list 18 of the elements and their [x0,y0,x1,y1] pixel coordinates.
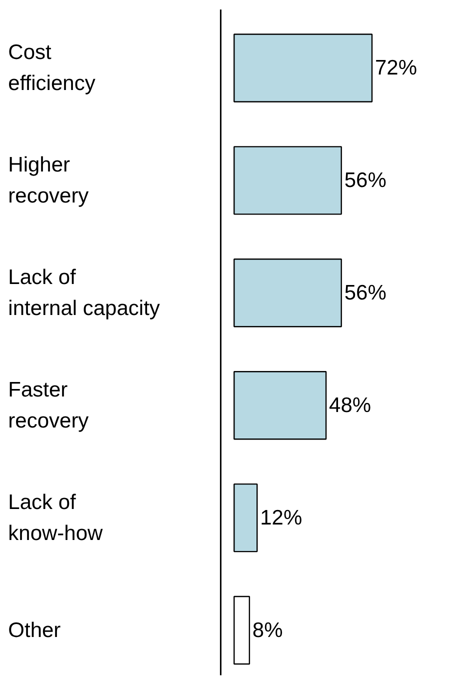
bar [234,146,342,215]
data-label: 72% [374,56,418,80]
y-tick-label: Other [8,618,61,642]
y-tick-label: Cost efficiency [8,40,96,95]
data-label: 48% [329,394,372,417]
data-label: 56% [344,168,386,192]
y-tick-label: Lack of internal capacity [8,266,160,320]
bar [234,483,258,552]
bar [234,596,250,665]
y-tick-label: Lack of know-how [8,490,104,545]
y-tick-label: Higher recovery [8,153,90,208]
bar [234,258,342,328]
y-tick-label: Faster recovery [8,378,90,432]
bar [234,34,373,102]
bar [234,371,327,440]
data-label: 12% [260,506,302,530]
data-label: 56% [344,281,386,304]
data-label: 8% [252,618,283,642]
